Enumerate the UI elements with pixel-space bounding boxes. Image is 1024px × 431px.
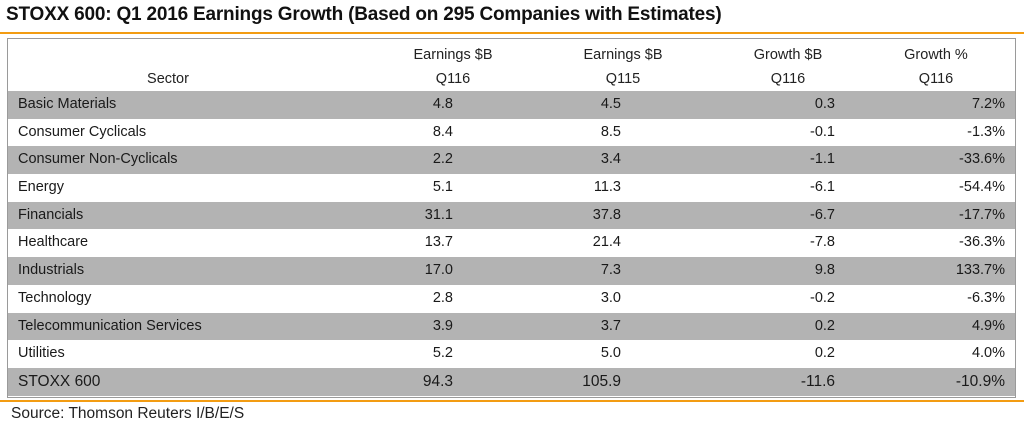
sector-cell: Financials <box>18 206 84 223</box>
table-body: Basic Materials 4.8 4.5 0.3 7.2% Consume… <box>8 91 1015 396</box>
earnings-q116-cell: 94.3 <box>422 372 453 390</box>
table-row: Consumer Cyclicals 8.4 8.5 -0.1 -1.3% <box>8 119 1015 147</box>
table-row: Basic Materials 4.8 4.5 0.3 7.2% <box>8 91 1015 119</box>
table-row-total: STOXX 600 94.3 105.9 -11.6 -10.9% <box>8 367 1015 396</box>
source-note: Source: Thomson Reuters I/B/E/S <box>11 405 245 422</box>
sector-cell: Healthcare <box>18 234 89 251</box>
header-sector-label: Sector <box>147 71 189 87</box>
sector-cell: Energy <box>18 179 64 196</box>
earnings-q115-cell: 4.5 <box>600 96 621 112</box>
growth-b-cell: 0.2 <box>814 345 835 362</box>
sector-cell: Utilities <box>18 345 65 362</box>
earnings-q115-cell: 3.4 <box>600 151 621 168</box>
header-earnings-q115-line2: Q115 <box>605 71 641 87</box>
earnings-q116-cell: 4.8 <box>432 96 453 112</box>
header-earnings-q116: Earnings $B Q116 <box>378 39 528 93</box>
earnings-q116-cell: 5.2 <box>432 345 453 362</box>
earnings-q115-cell: 105.9 <box>582 372 621 390</box>
table-title: STOXX 600: Q1 2016 Earnings Growth (Base… <box>6 4 722 25</box>
table-row: Industrials 17.0 7.3 9.8 133.7% <box>8 257 1015 285</box>
earnings-q115-cell: 5.0 <box>600 345 621 362</box>
earnings-q115-cell: 21.4 <box>592 234 621 251</box>
sector-cell: Technology <box>18 289 92 306</box>
header-earnings-q116-line1: Earnings $B <box>413 47 493 63</box>
growth-b-cell: 0.3 <box>814 96 835 112</box>
growth-pct-cell: 4.0% <box>971 345 1005 362</box>
table-row: Financials 31.1 37.8 -6.7 -17.7% <box>8 201 1015 230</box>
table-row: Utilities 5.2 5.0 0.2 4.0% <box>8 340 1015 368</box>
earnings-q115-cell: 11.3 <box>593 179 621 196</box>
growth-pct-cell: 4.9% <box>971 317 1005 334</box>
growth-b-cell: 9.8 <box>814 262 835 279</box>
table-row: Healthcare 13.7 21.4 -7.8 -36.3% <box>8 229 1015 257</box>
earnings-q116-cell: 5.1 <box>432 179 453 196</box>
header-growth-b-line1: Growth $B <box>753 47 823 63</box>
header-sector: Sector <box>8 39 328 93</box>
header-growth-pct-line2: Q116 <box>918 71 954 87</box>
growth-b-cell: 0.2 <box>814 317 835 334</box>
sector-cell: Basic Materials <box>18 96 117 112</box>
growth-b-cell: -7.8 <box>810 234 835 251</box>
top-rule <box>0 32 1024 34</box>
growth-pct-cell: -33.6% <box>959 151 1005 168</box>
earnings-q116-cell: 31.1 <box>424 206 453 223</box>
growth-pct-cell: -17.7% <box>959 206 1005 223</box>
earnings-q116-cell: 3.9 <box>432 317 453 334</box>
earnings-q116-cell: 2.2 <box>432 151 453 168</box>
sector-cell: Telecommunication Services <box>18 317 202 334</box>
earnings-q115-cell: 8.5 <box>600 123 621 140</box>
growth-pct-cell: -6.3% <box>967 289 1005 306</box>
growth-b-cell: -11.6 <box>800 372 835 390</box>
header-earnings-q115-line1: Earnings $B <box>583 47 663 63</box>
table-row: Consumer Non-Cyclicals 2.2 3.4 -1.1 -33.… <box>8 146 1015 175</box>
sector-cell: Consumer Cyclicals <box>18 123 147 140</box>
growth-b-cell: -0.1 <box>810 123 835 140</box>
earnings-q116-cell: 17.0 <box>424 262 453 279</box>
header-growth-b: Growth $B Q116 <box>713 39 863 93</box>
growth-b-cell: -6.7 <box>810 206 835 223</box>
header-growth-b-line2: Q116 <box>770 71 806 87</box>
earnings-q116-cell: 8.4 <box>432 123 453 140</box>
earnings-table: Sector Earnings $B Q116 Earnings $B Q115… <box>7 38 1016 398</box>
growth-b-cell: -0.2 <box>810 289 835 306</box>
sector-cell: STOXX 600 <box>18 372 101 390</box>
growth-b-cell: -1.1 <box>810 151 835 168</box>
earnings-q115-cell: 3.7 <box>600 317 621 334</box>
bottom-rule <box>0 400 1024 402</box>
growth-pct-cell: -54.4% <box>959 179 1005 196</box>
header-earnings-q115: Earnings $B Q115 <box>548 39 698 93</box>
sector-cell: Consumer Non-Cyclicals <box>18 151 178 168</box>
earnings-q115-cell: 7.3 <box>600 262 621 279</box>
growth-pct-cell: 7.2% <box>971 96 1005 112</box>
header-earnings-q116-line2: Q116 <box>435 71 471 87</box>
earnings-q115-cell: 3.0 <box>600 289 621 306</box>
table-row: Telecommunication Services 3.9 3.7 0.2 4… <box>8 312 1015 341</box>
earnings-q116-cell: 2.8 <box>432 289 453 306</box>
earnings-q115-cell: 37.8 <box>592 206 621 223</box>
header-growth-pct-line1: Growth % <box>904 47 968 63</box>
growth-pct-cell: -36.3% <box>959 234 1005 251</box>
header-growth-pct: Growth % Q116 <box>861 39 1011 93</box>
growth-pct-cell: -10.9% <box>955 372 1005 390</box>
growth-pct-cell: 133.7% <box>955 262 1005 279</box>
earnings-q116-cell: 13.7 <box>424 234 453 251</box>
sector-cell: Industrials <box>18 262 85 279</box>
growth-pct-cell: -1.3% <box>967 123 1005 140</box>
table-row: Technology 2.8 3.0 -0.2 -6.3% <box>8 285 1015 313</box>
table-row: Energy 5.1 11.3 -6.1 -54.4% <box>8 174 1015 202</box>
growth-b-cell: -6.1 <box>810 179 835 196</box>
